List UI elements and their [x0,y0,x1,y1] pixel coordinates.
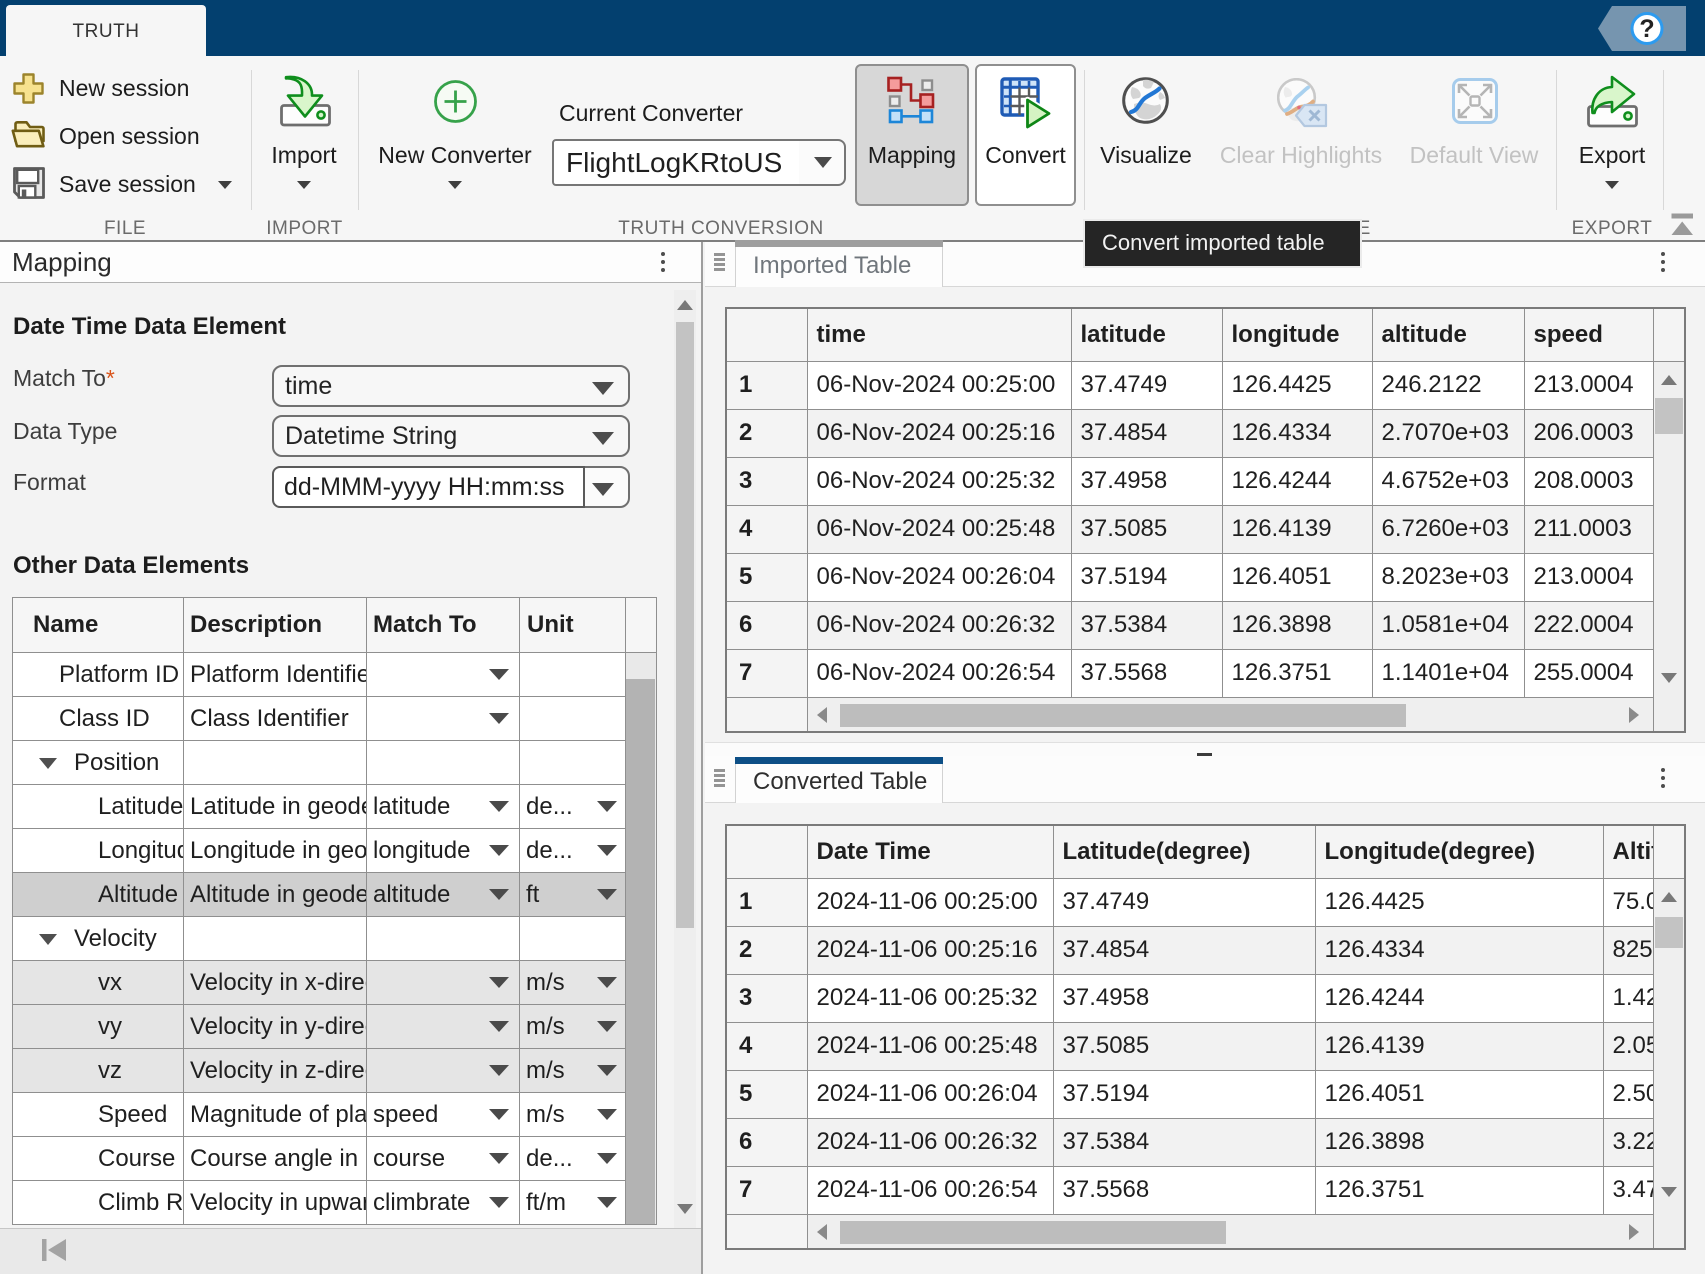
svg-text:?: ? [1639,15,1654,43]
